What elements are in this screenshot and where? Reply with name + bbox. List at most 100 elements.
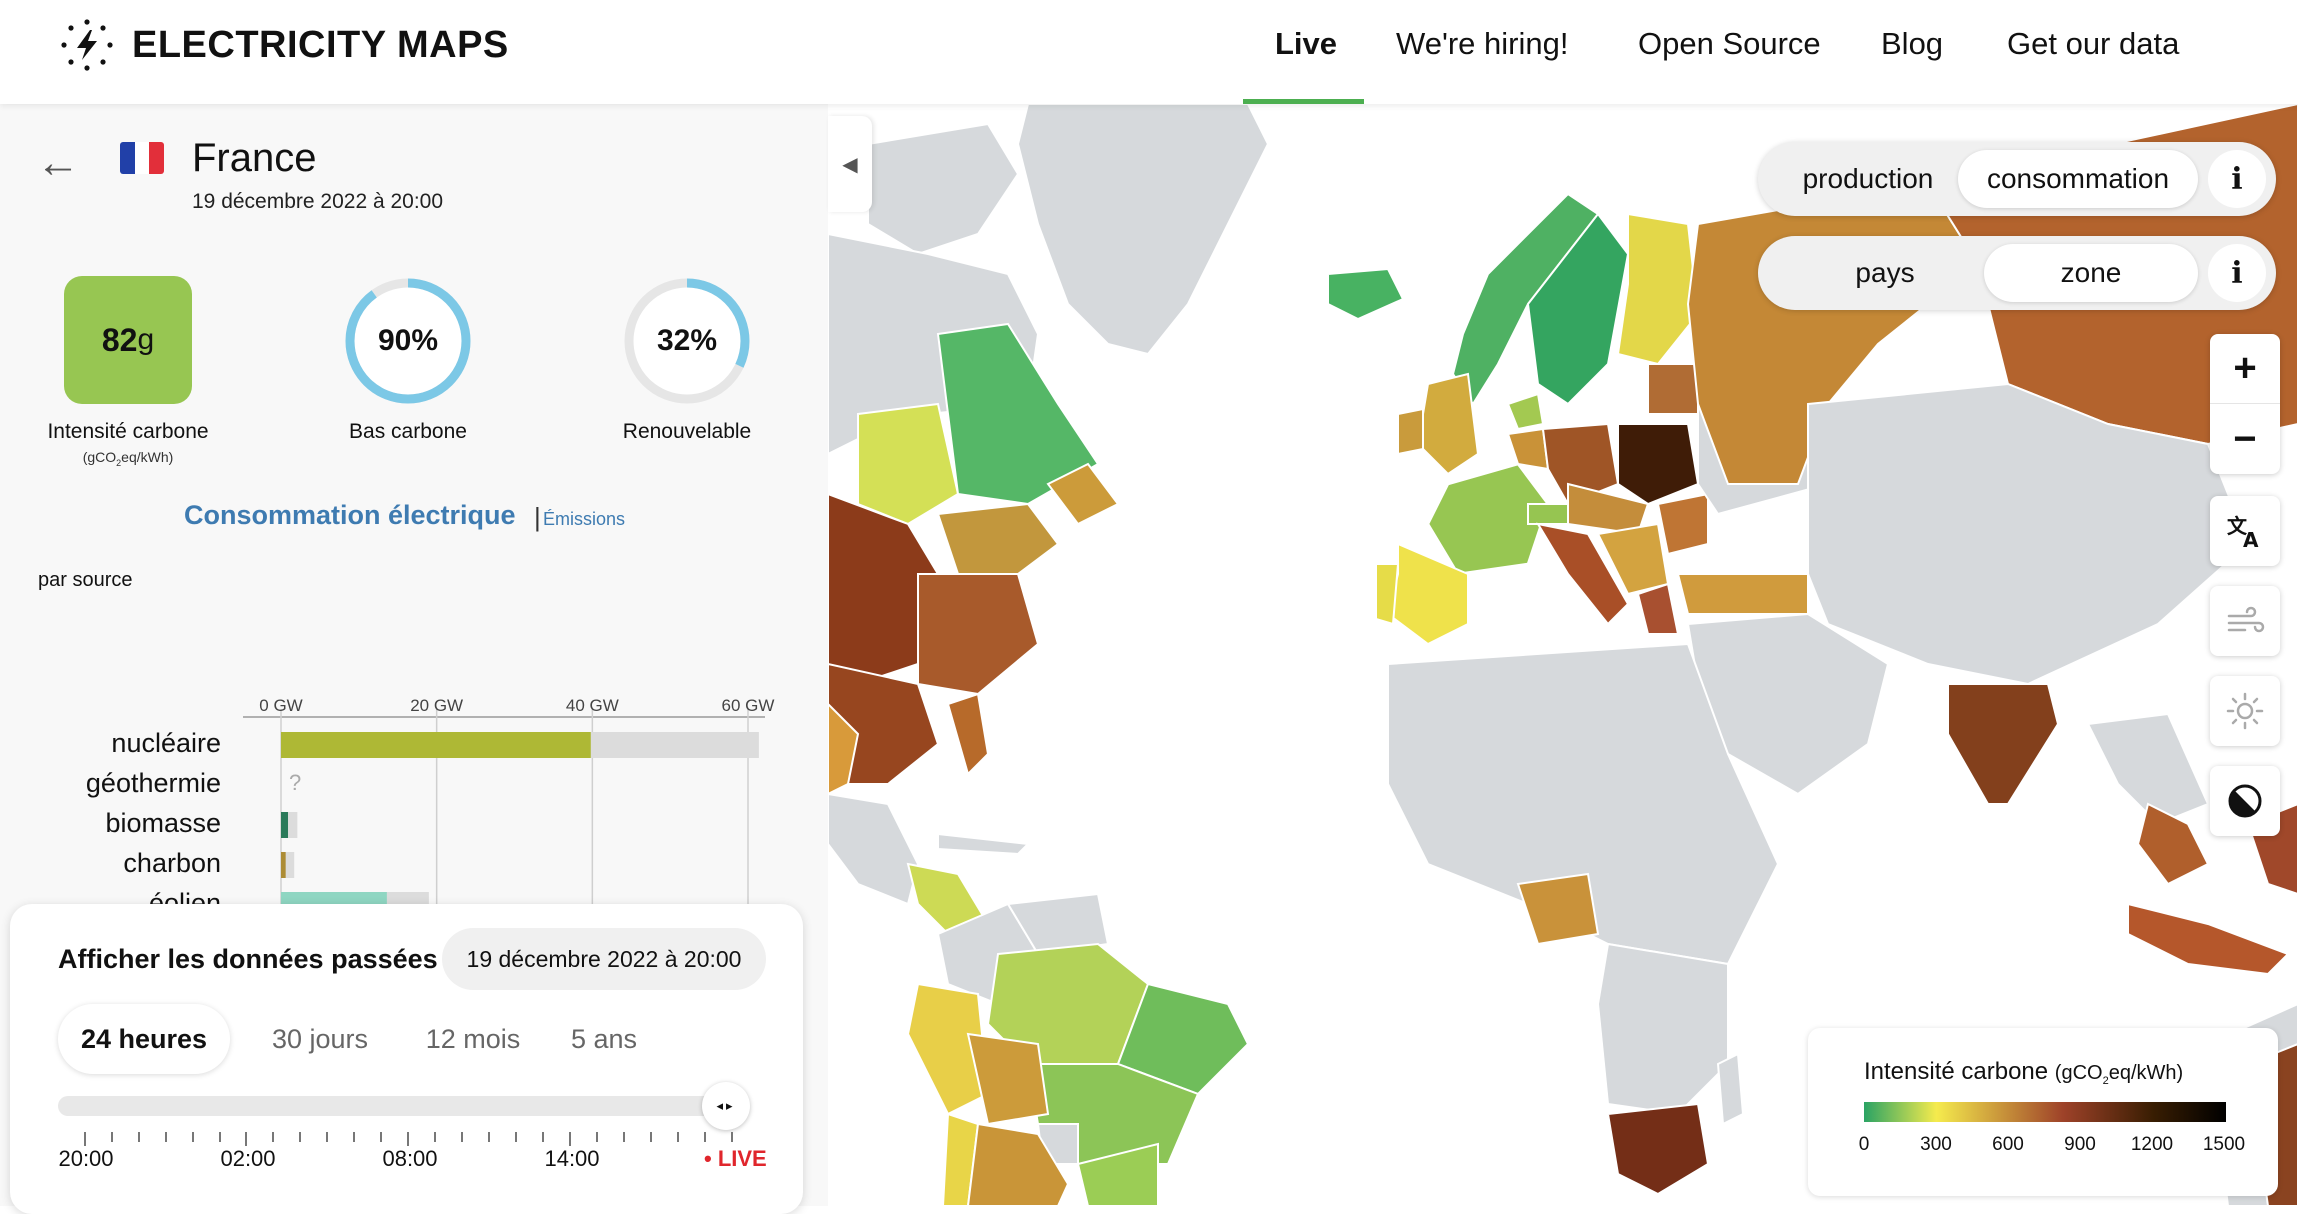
carbon-intensity-badge[interactable]: 82 g (64, 276, 192, 404)
language-button[interactable]: 文 A (2210, 496, 2280, 566)
zoom-out-button[interactable]: − (2233, 416, 2257, 461)
history-title: Afficher les données passées (58, 944, 438, 974)
nav-active-indicator (1243, 99, 1364, 104)
dark-mode-button[interactable] (2210, 766, 2280, 836)
portugal-zone (1375, 563, 1400, 626)
range-tab-12m[interactable]: 12 mois (425, 1023, 521, 1054)
nav-hiring[interactable]: We're hiring! (1396, 26, 1569, 61)
quebec-zone (936, 322, 1100, 506)
range-tab-24h[interactable]: 24 heures (58, 1004, 230, 1074)
wind-layer-button[interactable] (2210, 586, 2280, 656)
finland-zone (1616, 212, 1700, 366)
toggle-production[interactable]: production (1802, 163, 1934, 194)
solar-layer-button[interactable] (2210, 676, 2280, 746)
switzerland-zone (1527, 503, 1569, 525)
iceland-zone (1327, 267, 1405, 321)
italy-zone (1535, 522, 1630, 626)
brand-logo[interactable]: ELECTRICITY MAPS (60, 18, 509, 72)
source-label: nucléaire (111, 728, 221, 758)
country-zone-toggle: pays zone i (1758, 236, 2276, 310)
low-carbon-label: Bas carbone (349, 420, 467, 443)
madagascar-zone (1716, 1052, 1745, 1126)
emissions-link[interactable]: Émissions (543, 509, 626, 529)
zoom-controls: + − (2210, 334, 2280, 474)
info-icon[interactable]: i (2208, 150, 2266, 208)
time-slider-handle[interactable]: ◂▸ (702, 1082, 750, 1130)
source-label: biomasse (105, 808, 221, 838)
nav-get-data[interactable]: Get our data (2007, 26, 2180, 61)
greece-zone (1636, 582, 1680, 635)
carbon-intensity-value: 82 (101, 321, 138, 358)
live-indicator[interactable]: • LIVE (704, 1146, 767, 1171)
time-slider-track[interactable] (58, 1096, 734, 1116)
venezuela-zone (1006, 892, 1110, 956)
zoom-in-button[interactable]: + (2210, 334, 2280, 404)
ontario-zone (857, 402, 960, 526)
consumption-title[interactable]: Consommation électrique (184, 500, 516, 530)
production-consumption-toggle: production consommation i (1758, 142, 2276, 216)
turkey-zone (1676, 573, 1809, 615)
chile-zone (941, 1112, 980, 1206)
info-icon[interactable]: i (2208, 244, 2266, 302)
toggle-consumption[interactable]: consommation (1958, 150, 2198, 208)
nav-blog[interactable]: Blog (1881, 26, 1944, 61)
carbon-intensity-unit: g (137, 323, 155, 356)
history-card: Afficher les données passées 19 décembre… (10, 904, 803, 1214)
range-tab-30d[interactable]: 30 jours (271, 1023, 369, 1054)
us-south-zone (828, 662, 940, 785)
nav-open-source[interactable]: Open Source (1638, 26, 1821, 61)
legend-title: Intensité carbone (gCO2eq/kWh) (1864, 1058, 2184, 1087)
language-icon: 文 A (2227, 514, 2259, 551)
dark-mode-icon (2228, 784, 2262, 818)
production-bar (281, 812, 289, 838)
norway-zone (1451, 192, 1600, 406)
brazil-northeast-zone (1116, 982, 1250, 1096)
toggle-country[interactable]: pays (1855, 257, 1915, 288)
legend-tick-600: 600 (1992, 1134, 2024, 1155)
source-label: charbon (123, 848, 221, 878)
unknown-value-marker: ? (289, 770, 302, 795)
texas-zone (828, 702, 860, 796)
bolivia-zone (966, 1032, 1050, 1126)
time-label-3: 14:00 (544, 1146, 600, 1171)
time-label-1: 02:00 (220, 1146, 276, 1171)
florida-zone (946, 692, 990, 776)
carbon-intensity-legend: Intensité carbone (gCO2eq/kWh) 0 300 600… (1808, 1028, 2278, 1196)
legend-tick-300: 300 (1920, 1134, 1952, 1155)
canada-arctic-zone (867, 122, 1020, 256)
back-arrow-icon[interactable]: ← (36, 138, 80, 187)
central-asia-zone (1807, 382, 2250, 686)
sweden-zone (1526, 212, 1630, 406)
x-tick-label: 40 GW (565, 696, 619, 715)
renewable-ring[interactable] (622, 276, 752, 406)
us-southeast-zone (917, 573, 1040, 696)
cuba-zone (937, 832, 1031, 856)
by-source-label: par source (38, 569, 133, 591)
mexico-zone (828, 792, 920, 906)
denmark-zone (1506, 392, 1545, 431)
india-zone (1947, 683, 2060, 805)
history-selected-date: 19 décembre 2022 à 20:00 (442, 928, 766, 990)
time-label-2: 08:00 (382, 1146, 438, 1171)
x-tick-label: 0 GW (259, 696, 303, 715)
central-africa-zone (1596, 942, 1729, 1116)
collapse-panel-button[interactable]: ◀ (828, 116, 872, 212)
title-separator: | (534, 502, 541, 532)
legend-tick-900: 900 (2064, 1134, 2096, 1155)
us-northeast-zone (936, 502, 1060, 575)
france-flag-icon (120, 142, 164, 174)
carbon-intensity-label: Intensité carbone (47, 420, 209, 443)
south-africa-zone (1606, 1102, 1710, 1196)
southeast-asia-zone (2086, 712, 2210, 826)
range-tab-5y[interactable]: 5 ans (570, 1023, 638, 1054)
toggle-zone[interactable]: zone (1984, 244, 2198, 302)
legend-gradient-bar (1864, 1102, 2226, 1122)
renewable-value: 32% (656, 324, 718, 357)
nav-live[interactable]: Live (1275, 26, 1338, 61)
maritimes-zone (1046, 462, 1120, 526)
time-ticks (84, 1132, 733, 1146)
low-carbon-ring[interactable] (343, 276, 473, 406)
source-label: géothermie (85, 768, 221, 798)
nigeria-zone (1516, 872, 1600, 946)
top-bar: ELECTRICITY MAPS Live We're hiring! Open… (0, 0, 2298, 104)
